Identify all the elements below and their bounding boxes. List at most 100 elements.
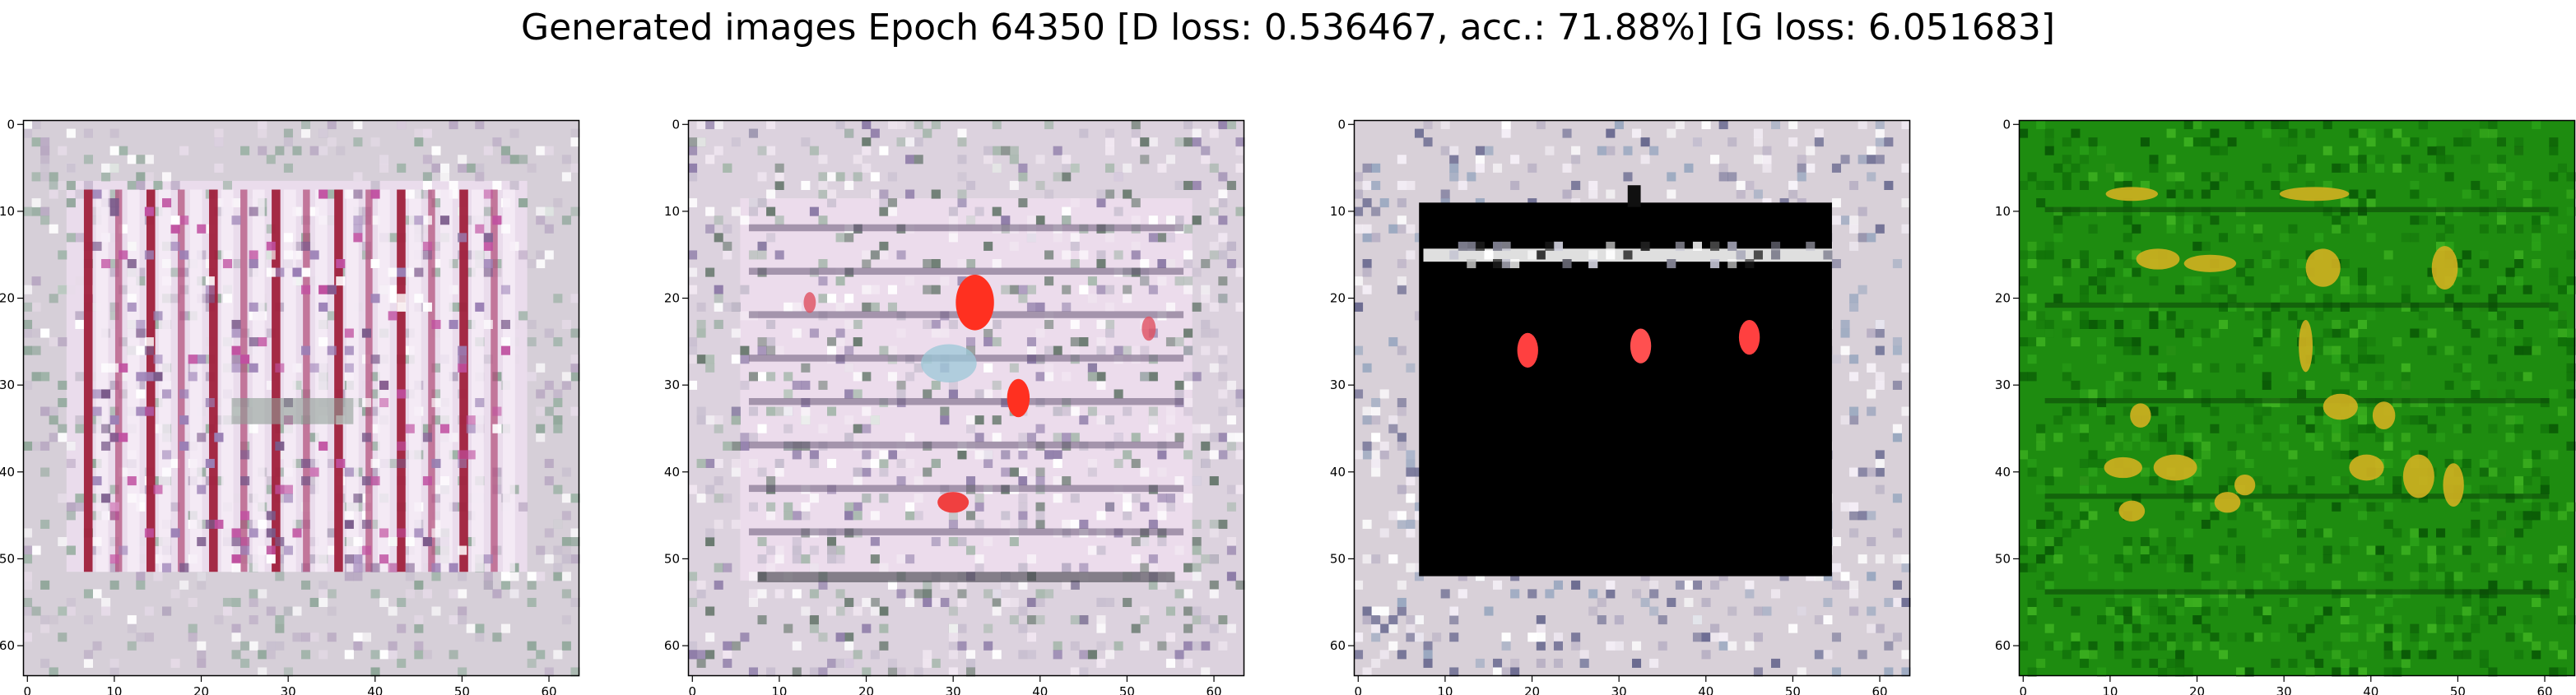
x-tick-label: 10 (106, 684, 122, 695)
x-tick-label: 20 (2189, 684, 2205, 695)
image-panel-3: 0 10 20 30 40 50 60 0 10 20 30 40 50 60 (1330, 117, 1911, 695)
y-tick-label: 50 (664, 551, 680, 566)
y-tick-label: 30 (664, 378, 680, 392)
red-blob-large (956, 275, 994, 331)
axes: 0 10 20 30 40 50 60 0 10 20 30 40 50 60 (1330, 117, 1911, 695)
x-tick-label: 50 (2450, 684, 2466, 695)
plot-3: 0 10 20 30 40 50 60 0 10 20 30 40 50 60 (1330, 117, 1911, 695)
text-line-1 (748, 224, 1184, 232)
x-tick-label: 20 (858, 684, 874, 695)
x-tick-label: 60 (541, 684, 556, 695)
horizontal-line-2 (2044, 302, 2550, 308)
axes-frame (687, 119, 1245, 677)
vertical-stripes (83, 189, 515, 572)
x-tick-label: 0 (2020, 684, 2028, 695)
y-tick-label: 50 (1330, 551, 1346, 566)
plot-4: 0 10 20 30 40 50 60 0 10 20 30 40 50 60 (1995, 117, 2576, 695)
x-tick-label: 50 (1785, 684, 1801, 695)
y-tick-label: 10 (0, 204, 15, 219)
band-noise (1449, 241, 1833, 269)
image-panel-1: 0 10 20 30 40 50 60 0 10 20 30 40 50 60 (0, 117, 580, 695)
x-tick-label: 0 (1355, 684, 1363, 695)
y-tick-label: 10 (1995, 204, 2011, 219)
generated-image-3 (1354, 120, 1911, 677)
x-tick-label: 10 (771, 684, 787, 695)
axes-frame (1353, 119, 1911, 677)
x-tick-label: 40 (1698, 684, 1713, 695)
x-tick-label: 40 (1032, 684, 1048, 695)
image-panel-4: 0 10 20 30 40 50 60 0 10 20 30 40 50 60 (1995, 117, 2576, 695)
y-tick-label: 40 (1330, 465, 1346, 480)
horizontal-line-4 (2044, 493, 2550, 499)
y-tick-label: 50 (1995, 551, 2011, 566)
y-tick-label: 60 (0, 638, 15, 653)
x-tick-label: 20 (193, 684, 209, 695)
red-blob-bottom (937, 492, 969, 513)
x-tick-label: 60 (2536, 684, 2552, 695)
plot-2: 0 10 20 30 40 50 60 0 10 20 30 40 50 60 (664, 117, 1245, 695)
x-tick-label: 10 (1437, 684, 1453, 695)
x-tick-label: 10 (2102, 684, 2118, 695)
horizontal-band (231, 398, 354, 424)
axes-frame (22, 119, 580, 677)
image-panel-2: 0 10 20 30 40 50 60 0 10 20 30 40 50 60 (664, 117, 1245, 695)
x-tick-label: 30 (2276, 684, 2292, 695)
x-tick-label: 0 (24, 684, 32, 695)
y-tick-label: 0 (672, 117, 680, 132)
y-tick-label: 20 (0, 291, 15, 306)
x-tick-label: 30 (1611, 684, 1627, 695)
y-tick-label: 20 (664, 291, 680, 306)
y-tick-label: 30 (0, 378, 15, 392)
axes-frame (2018, 119, 2576, 677)
black-panel (1419, 202, 1832, 577)
y-tick-label: 60 (1995, 638, 2011, 653)
dark-bar (757, 572, 1175, 582)
y-tick-label: 10 (664, 204, 680, 219)
x-tick-label: 40 (2363, 684, 2378, 695)
x-tick-label: 30 (281, 684, 296, 695)
red-spot-1 (1517, 332, 1538, 368)
x-tick-label: 50 (1119, 684, 1135, 695)
red-spot-3 (1738, 319, 1760, 355)
horizontal-line-1 (2044, 206, 2550, 212)
generated-image-1 (23, 120, 580, 677)
figure-title: Generated images Epoch 64350 [D loss: 0.… (520, 7, 2056, 49)
text-line-7 (748, 484, 1184, 493)
text-line-2 (748, 267, 1184, 276)
yellow-marks (2104, 187, 2464, 521)
horizontal-line-3 (2044, 398, 2550, 404)
text-line-6 (748, 441, 1184, 449)
red-spot-left (803, 292, 816, 313)
y-tick-label: 30 (1995, 378, 2011, 392)
generated-image-2 (688, 120, 1245, 677)
y-tick-label: 60 (1330, 638, 1346, 653)
stripe-noise (92, 189, 510, 572)
x-tick-label: 30 (946, 684, 961, 695)
y-tick-label: 60 (664, 638, 680, 653)
y-tick-label: 40 (0, 465, 15, 480)
text-line-5 (748, 398, 1184, 405)
y-tick-label: 0 (1337, 117, 1346, 132)
y-tick-label: 20 (1995, 291, 2011, 306)
y-tick-label: 0 (2002, 117, 2011, 132)
horizontal-line-5 (2044, 589, 2550, 595)
x-tick-label: 0 (689, 684, 697, 695)
y-tick-label: 40 (1995, 465, 2011, 480)
y-tick-label: 10 (1330, 204, 1346, 219)
x-tick-label: 20 (1524, 684, 1540, 695)
y-tick-label: 20 (1330, 291, 1346, 306)
generated-image-4 (2019, 120, 2576, 677)
y-tick-label: 40 (664, 465, 680, 480)
y-tick-label: 0 (7, 117, 15, 132)
x-tick-label: 50 (454, 684, 470, 695)
cyan-figure (921, 344, 977, 382)
x-tick-label: 60 (1872, 684, 1887, 695)
axes: 0 10 20 30 40 50 60 0 10 20 30 40 50 60 (0, 117, 580, 695)
x-tick-label: 40 (367, 684, 383, 695)
axes: 0 10 20 30 40 50 60 0 10 20 30 40 50 60 (664, 117, 1245, 695)
x-tick-label: 60 (1206, 684, 1221, 695)
red-blob-right (1007, 378, 1030, 418)
plot-1: 0 10 20 30 40 50 60 0 10 20 30 40 50 60 (0, 117, 580, 695)
y-tick-label: 30 (1330, 378, 1346, 392)
red-spot-right (1142, 316, 1156, 341)
